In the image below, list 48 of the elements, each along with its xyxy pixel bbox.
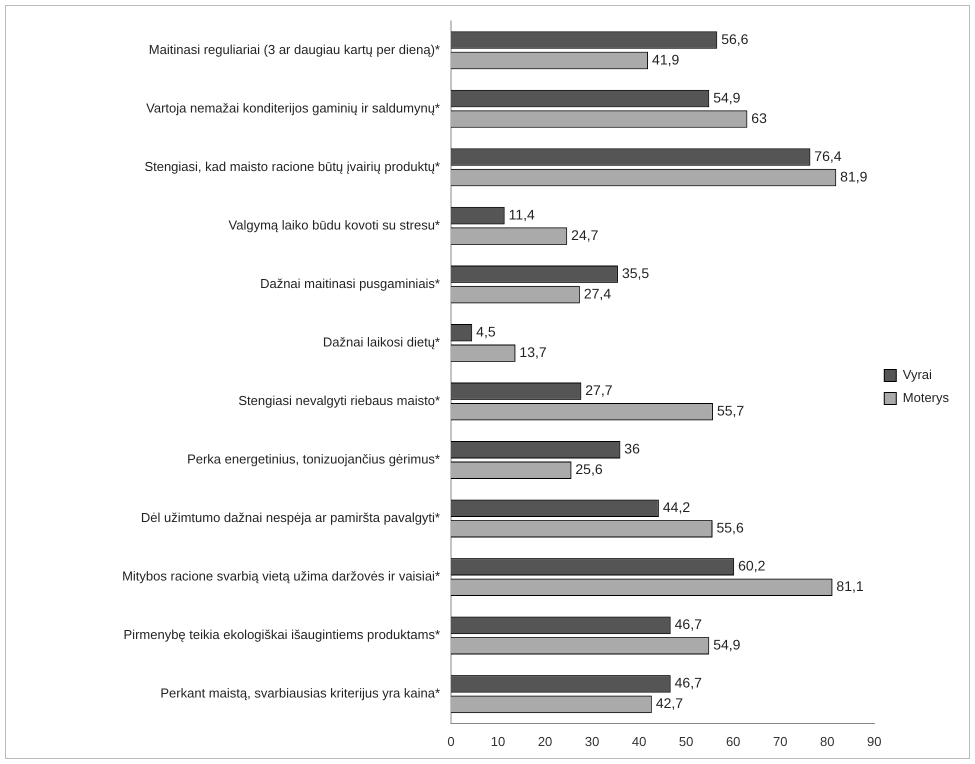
- x-tick-label: 60: [726, 734, 740, 749]
- data-label: 4,5: [476, 324, 496, 340]
- x-tick-label: 80: [820, 734, 834, 749]
- x-tick-label: 10: [490, 734, 506, 749]
- data-label: 13,7: [519, 344, 547, 360]
- data-label: 54,9: [713, 636, 741, 653]
- data-label: 24,7: [571, 226, 599, 243]
- y-tick-label: Mitybos racione svarbią vietą užima daržovės ir vaisiai*: [122, 568, 440, 584]
- y-tick-label: Dėl užimtumo dažnai nespėja ar pamiršta pavalgyti*: [140, 510, 440, 526]
- data-label: 42,7: [656, 695, 684, 712]
- data-label: 76,4: [814, 148, 842, 164]
- x-tick-label: 70: [772, 734, 788, 749]
- data-label: 81,1: [836, 578, 864, 594]
- y-tick-label: Maitinasi reguliariai (3 ar daugiau kartų per dieną)*: [148, 42, 440, 57]
- x-tick-label: 0: [447, 734, 455, 749]
- y-tick-label: Vartoja nemažai konditerijos gaminių ir saldumynų*: [146, 100, 440, 116]
- y-tick-label: Stengiasi, kad maisto racione būtų įvairių produktų*: [144, 158, 440, 174]
- data-label: 54,9: [713, 89, 741, 106]
- data-label: 25,6: [575, 461, 603, 478]
- y-tick-label: Perka energetinius, tonizuojančius gėrimus*: [187, 452, 440, 467]
- legend-label: Moterys: [902, 390, 950, 406]
- x-tick-label: 50: [678, 734, 694, 749]
- data-label: 41,9: [652, 51, 680, 68]
- data-label: 60,2: [738, 558, 766, 574]
- y-tick-label: Perkant maistą, svarbiausias kriterijus yra kaina*: [160, 686, 440, 701]
- legend-label: Vyrai: [902, 367, 932, 382]
- data-label: 81,9: [840, 168, 868, 184]
- data-label: 46,7: [674, 674, 702, 691]
- x-tick-label: 90: [867, 734, 882, 749]
- data-label: 11,4: [508, 206, 536, 222]
- x-tick-label: 20: [538, 734, 552, 749]
- y-tick-label: Stengiasi nevalgyti riebaus maisto*: [238, 393, 440, 408]
- data-label: 46,7: [674, 616, 702, 632]
- data-label: 63: [751, 110, 768, 126]
- x-tick-label: 30: [584, 734, 600, 749]
- data-label: 56,6: [721, 30, 749, 47]
- y-tick-label: Dažnai maitinasi pusgaminiais*: [260, 276, 440, 291]
- data-label: 44,2: [662, 499, 690, 516]
- data-label: 36: [624, 440, 640, 457]
- data-label: 27,4: [584, 286, 612, 302]
- data-label: 55,7: [716, 402, 744, 419]
- y-tick-label: Pirmenybę teikia ekologiškai išaugintiems produktams*: [124, 627, 440, 642]
- data-label: 55,6: [716, 520, 744, 536]
- data-label: 35,5: [622, 265, 650, 282]
- x-tick-label: 40: [632, 734, 646, 749]
- data-label: 27,7: [585, 382, 613, 398]
- y-tick-label: Dažnai laikosi dietų*: [322, 334, 440, 350]
- y-tick-label: Valgymą laiko būdu kovoti su stresu*: [228, 217, 440, 232]
